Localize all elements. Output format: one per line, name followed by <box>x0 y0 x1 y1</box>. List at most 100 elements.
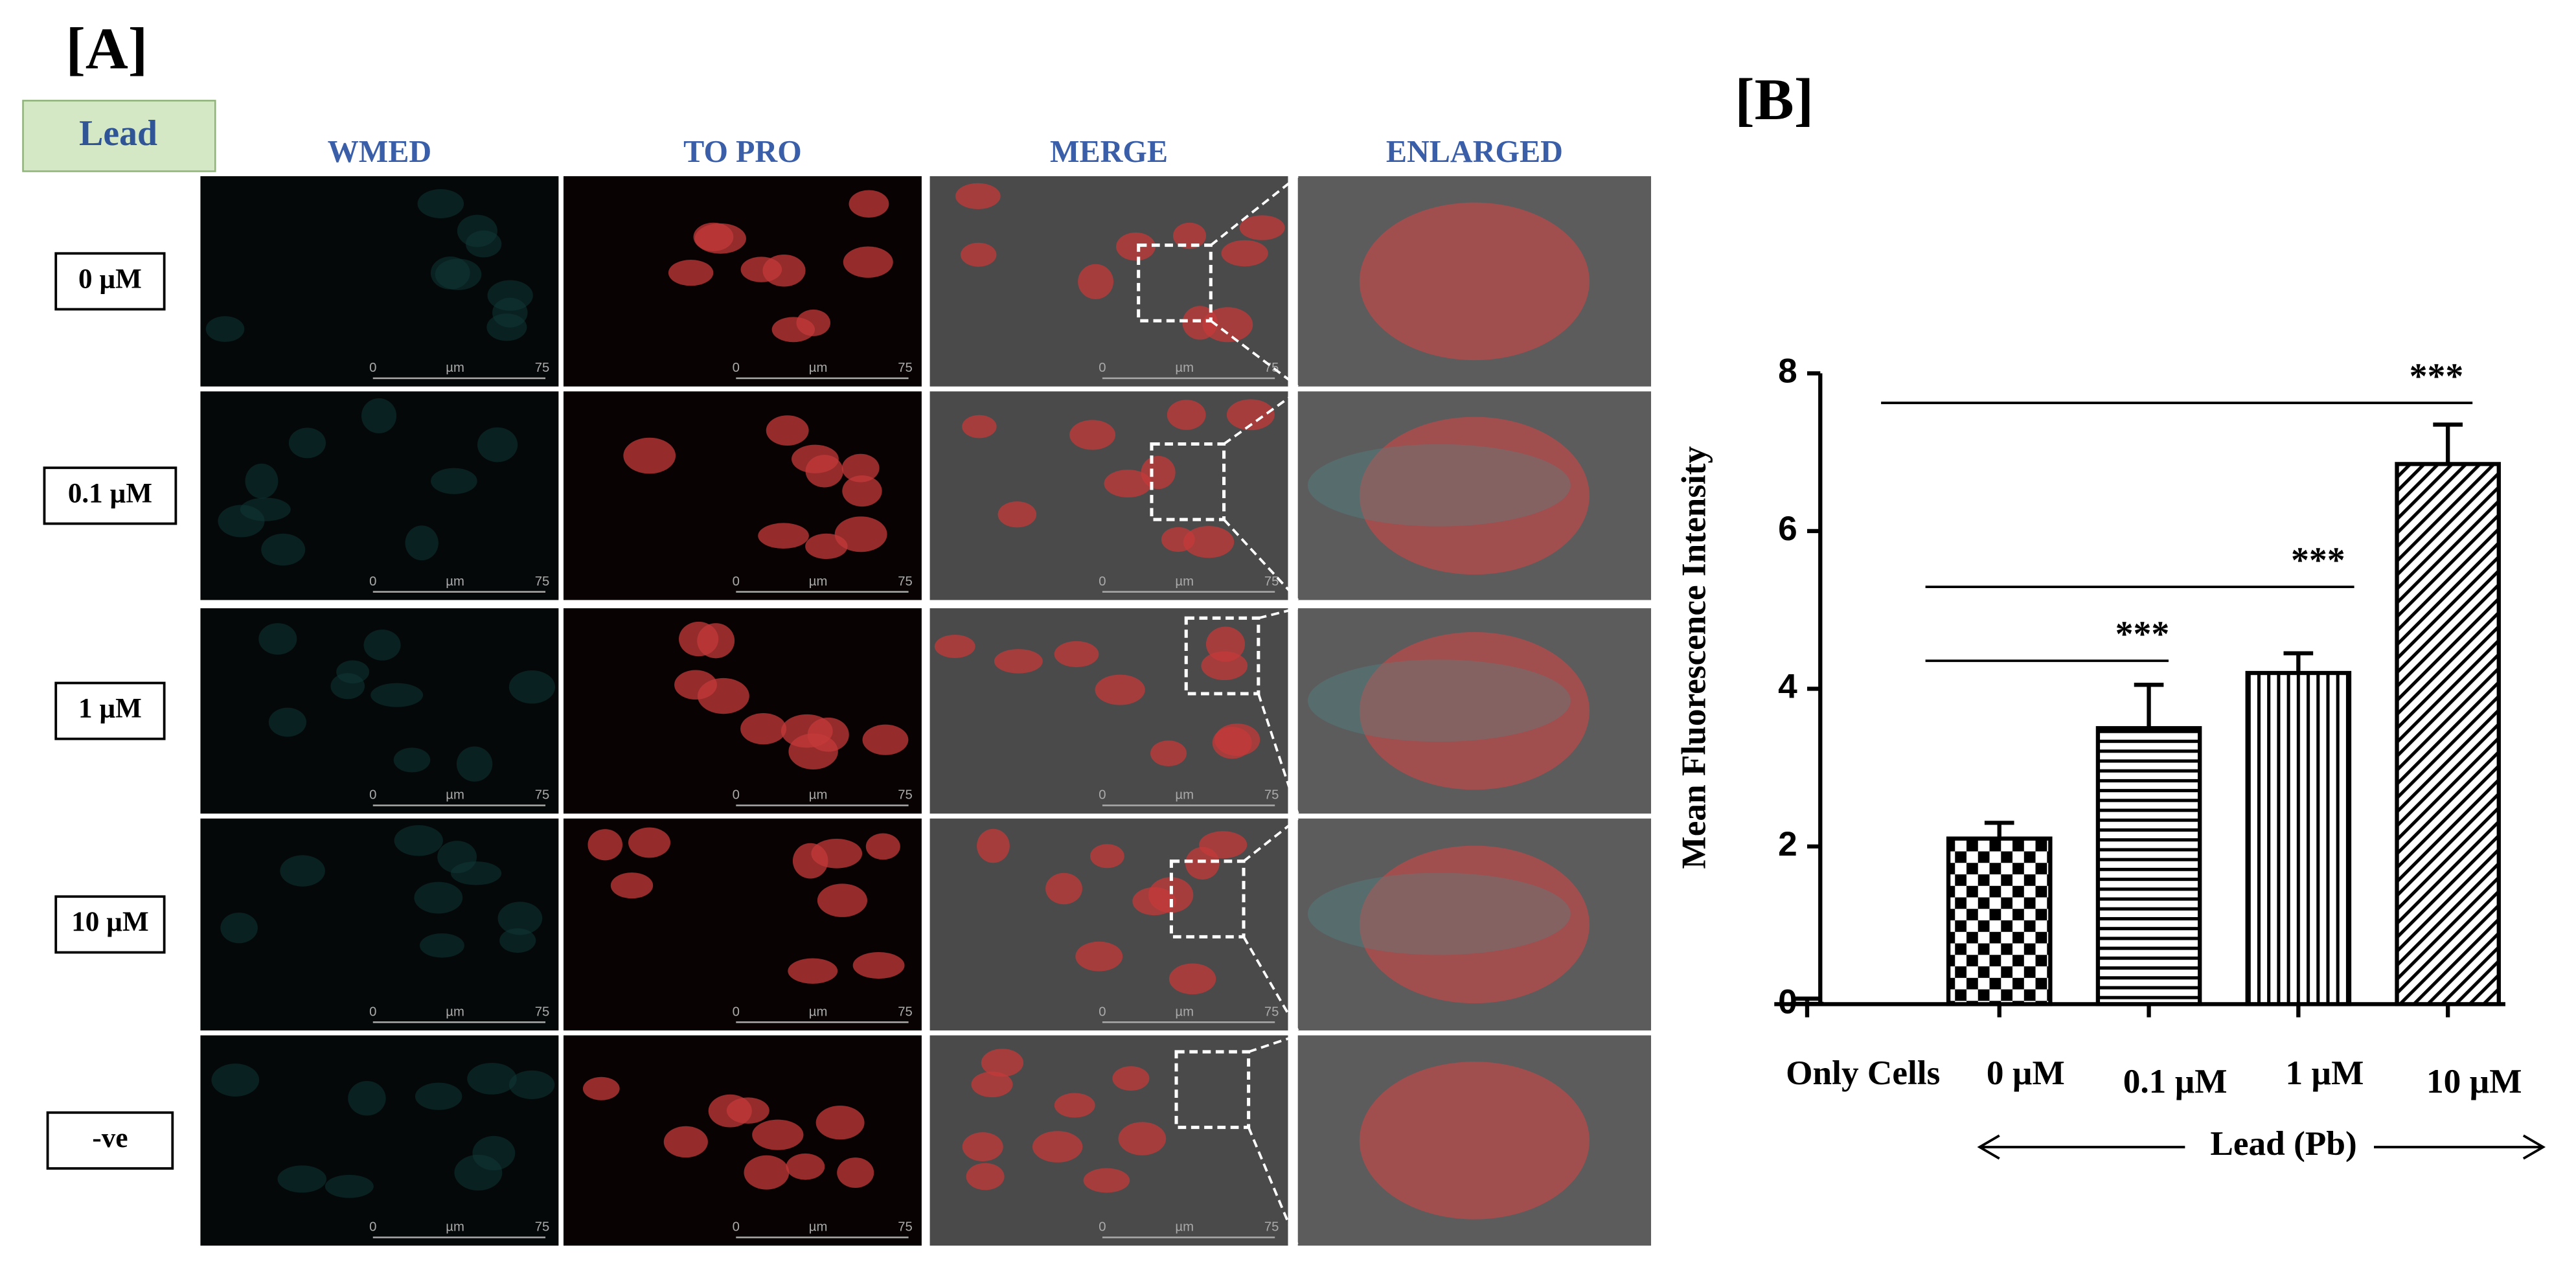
bar <box>1790 1001 1824 1005</box>
cell <box>960 242 997 267</box>
cell <box>971 1071 1013 1098</box>
cell <box>393 747 431 773</box>
cell <box>508 1070 555 1099</box>
bar <box>2395 462 2501 1007</box>
cell <box>220 912 258 944</box>
cell <box>487 280 533 311</box>
zoom-box <box>1150 442 1226 521</box>
cell <box>955 183 1001 209</box>
cell <box>268 707 306 737</box>
row-label-box <box>54 895 166 954</box>
cell <box>1226 399 1275 431</box>
cell <box>1095 674 1145 705</box>
cell <box>1141 455 1176 490</box>
cell <box>997 501 1037 528</box>
scale-label: 75 <box>898 361 913 375</box>
scale-label: µm <box>446 574 464 589</box>
scale-label: µm <box>809 1005 828 1019</box>
cell <box>363 630 401 661</box>
cell <box>456 746 493 782</box>
cell <box>465 230 502 258</box>
scale-label: 0 <box>733 574 740 589</box>
cell <box>792 444 839 473</box>
cell <box>977 828 1010 863</box>
zoom-box <box>1174 1050 1251 1130</box>
cell <box>962 415 997 438</box>
cell <box>663 1126 708 1158</box>
cell <box>415 1082 462 1110</box>
cell <box>1083 1168 1130 1193</box>
cell <box>766 415 809 446</box>
y-axis-label: Mean Fluorescence Intensity <box>1674 446 1713 869</box>
row-label: 0.1 µM <box>68 478 152 508</box>
cell <box>758 523 809 549</box>
cell <box>817 883 867 917</box>
cell <box>1161 527 1195 552</box>
header: Lead <box>79 113 157 154</box>
cell <box>467 1062 517 1095</box>
scale-label: 0 <box>1099 1220 1106 1234</box>
y-tick-label: 8 <box>1778 352 1797 390</box>
cell <box>668 260 714 286</box>
cell <box>1075 941 1123 972</box>
micrograph <box>563 1035 922 1246</box>
cell <box>348 1081 386 1116</box>
scale-label: 0 <box>369 1220 376 1234</box>
significance-label: *** <box>2115 615 2170 655</box>
cell <box>837 1157 874 1189</box>
scale-label: 75 <box>535 1005 550 1019</box>
cell <box>508 670 556 704</box>
cell <box>394 825 443 856</box>
nucleus <box>1359 416 1590 575</box>
cell <box>628 827 671 858</box>
x-tick-label: 0 µM <box>1987 1054 2065 1092</box>
scale-label: 75 <box>898 788 913 802</box>
scale-label: µm <box>446 361 464 375</box>
cell <box>477 427 518 462</box>
scale-label: 75 <box>898 1220 913 1234</box>
cell <box>744 1155 790 1190</box>
cell <box>862 724 909 755</box>
cell <box>792 843 828 879</box>
scale-label: µm <box>809 788 828 802</box>
nucleus <box>1359 1062 1590 1220</box>
scale-label: 0 <box>733 1005 740 1019</box>
cell <box>587 829 623 861</box>
scale-label: 0 <box>369 788 376 802</box>
cell <box>1173 222 1207 249</box>
panel-label: [A] <box>65 16 148 81</box>
scale-label: 75 <box>535 788 550 802</box>
error-bar <box>2283 651 2314 674</box>
bar <box>2095 726 2202 1007</box>
row-label-box <box>54 681 166 740</box>
scale-label: 0 <box>1099 574 1106 589</box>
zoom-line <box>1223 390 1299 446</box>
x-tick-label: 0.1 µM <box>2123 1062 2228 1100</box>
cell <box>805 533 848 560</box>
cell <box>934 634 975 658</box>
cell <box>610 872 654 899</box>
cell <box>1205 626 1246 662</box>
x-tick-label: Only Cells <box>1786 1054 1940 1092</box>
x-tick-label: 10 µM <box>2426 1062 2522 1100</box>
cell <box>1090 844 1124 869</box>
cytoplasm <box>1307 872 1571 955</box>
row-label: 0 µM <box>78 264 142 294</box>
scale-label: 75 <box>898 1005 913 1019</box>
column-header: WMED <box>328 135 432 169</box>
scale-label: 75 <box>1264 574 1279 589</box>
zoom-line <box>1248 1034 1299 1053</box>
cell <box>499 928 536 953</box>
cell <box>414 882 463 914</box>
zoom-line <box>1257 693 1299 814</box>
scale-label: µm <box>446 1220 464 1234</box>
significance-label: *** <box>2291 540 2345 580</box>
scale-label: µm <box>1175 788 1194 802</box>
scale-label: µm <box>1175 361 1194 375</box>
cell <box>1054 641 1099 668</box>
cell <box>1116 233 1156 261</box>
cell <box>1150 740 1187 767</box>
cell <box>1168 963 1216 995</box>
error-bar <box>2433 422 2463 464</box>
cell <box>843 246 893 278</box>
